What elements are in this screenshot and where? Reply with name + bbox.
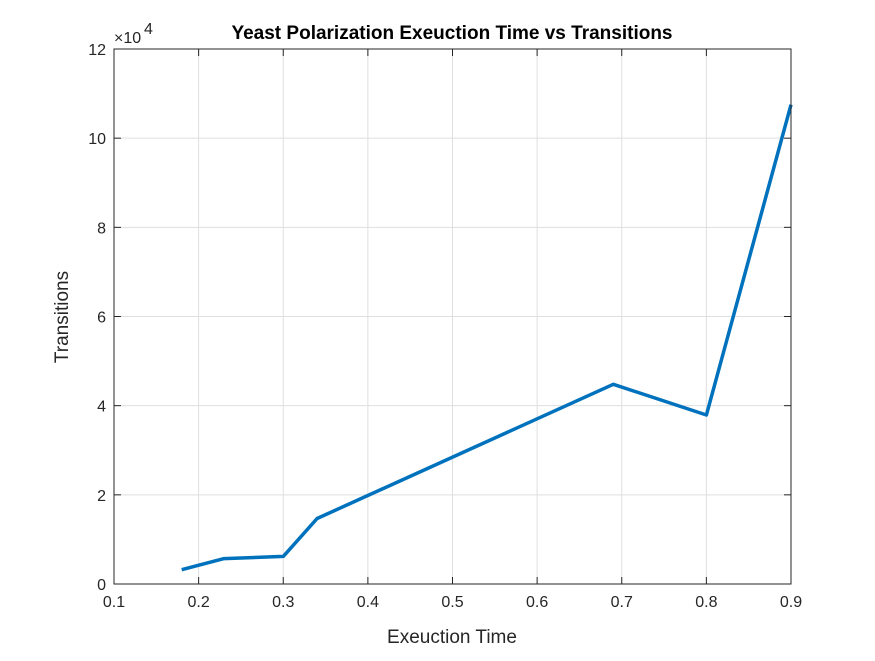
series-line bbox=[181, 104, 793, 572]
y-tick-label: 10 bbox=[88, 131, 106, 148]
x-tick-label: 0.3 bbox=[272, 594, 294, 611]
x-tick-label: 0.2 bbox=[188, 594, 210, 611]
y-exponent-label: ×10 bbox=[114, 30, 141, 47]
y-tick-label: 0 bbox=[97, 577, 106, 594]
x-tick-label: 0.5 bbox=[441, 594, 463, 611]
y-tick-label: 2 bbox=[97, 488, 106, 505]
x-tick-labels: 0.1 0.2 0.3 0.4 0.5 0.6 0.7 0.8 0.9 bbox=[103, 594, 802, 611]
x-axis-label: Exeuction Time bbox=[387, 627, 517, 648]
tick-marks bbox=[113, 48, 792, 585]
y-tick-label: 4 bbox=[97, 399, 106, 416]
y-tick-label: 8 bbox=[97, 220, 106, 237]
y-exponent-power: 4 bbox=[144, 21, 153, 38]
y-tick-label: 6 bbox=[97, 310, 106, 327]
y-tick-labels: 0 2 4 6 8 10 12 bbox=[88, 42, 106, 594]
x-tick-label: 0.6 bbox=[526, 594, 548, 611]
series-layer bbox=[181, 104, 793, 572]
y-axis-label: Transitions bbox=[52, 271, 73, 363]
y-tick-label: 12 bbox=[88, 42, 106, 59]
x-tick-label: 0.9 bbox=[780, 594, 802, 611]
x-tick-label: 0.1 bbox=[103, 594, 125, 611]
x-tick-label: 0.4 bbox=[357, 594, 379, 611]
chart-title: Yeast Polarization Exeuction Time vs Tra… bbox=[231, 23, 672, 44]
x-tick-label: 0.8 bbox=[695, 594, 717, 611]
x-tick-label: 0.7 bbox=[611, 594, 633, 611]
